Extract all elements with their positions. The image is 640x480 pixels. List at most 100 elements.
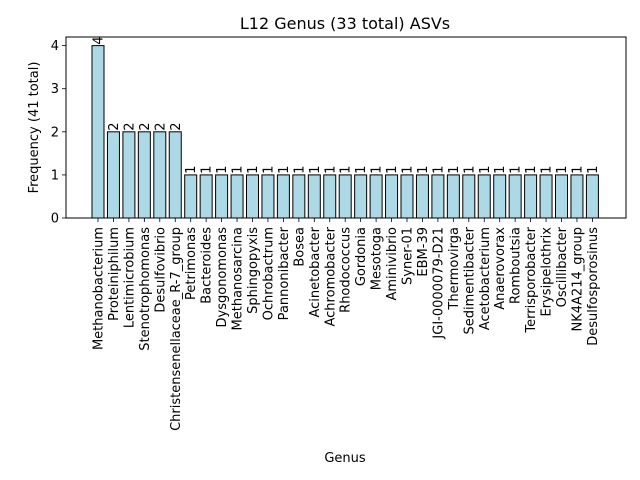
data-label-9: 1 [231,166,246,174]
chart-title: L12 Genus (33 total) ASVs [240,14,450,33]
x-tick-label-19: Aminivibrio [385,227,400,301]
data-label-18: 1 [370,166,385,174]
data-label-20: 1 [401,166,416,174]
bar-19 [385,174,399,219]
x-tick-label-10: Sphingopyxis [246,227,261,314]
data-label-27: 1 [509,166,524,174]
bar-18 [369,174,383,219]
bar-0 [91,45,105,219]
x-tick-label-14: Acinetobacter [308,226,323,317]
data-label-29: 1 [540,166,555,174]
data-label-24: 1 [462,166,477,174]
bar-30 [555,174,568,219]
data-label-28: 1 [524,166,539,174]
x-tick-label-5: Christensenellaceae_R-7_group [169,227,184,431]
data-label-11: 1 [261,166,276,174]
x-tick-label-30: Oscillibacter [555,226,570,307]
x-axis-label: Genus [324,451,366,466]
data-label-23: 1 [447,166,462,174]
bar-23 [446,174,460,219]
x-tick-label-28: Terrisporobacter [524,226,539,333]
x-tick-label-0: Methanobacterium [92,227,107,350]
bar-22 [431,174,445,219]
x-tick-label-4: Desulfovibrio [153,227,168,313]
data-label-31: 1 [570,166,585,174]
bar-24 [462,174,476,219]
x-tick-label-27: Romboutsia [509,227,524,304]
bar-21 [415,174,429,219]
x-tick-label-7: Bacteroides [200,227,215,304]
data-label-7: 1 [200,166,215,174]
bar-3 [137,131,151,219]
data-label-14: 1 [308,166,323,174]
y-tick-label-1: 1 [51,168,59,183]
data-label-15: 1 [323,166,338,174]
data-label-0: 4 [92,36,107,44]
bar-7 [199,174,213,219]
x-tick-label-24: Sedimentibacter [462,226,477,334]
y-axis-label: Frequency (41 total) [27,62,42,194]
bar-20 [400,174,414,219]
bar-4 [153,131,167,219]
data-label-6: 1 [184,166,199,174]
x-tick-label-26: Anaerovorax [493,227,508,310]
bar-5 [168,131,182,219]
bar-17 [354,174,368,219]
data-label-1: 2 [107,123,122,131]
x-tick-label-31: NK4A214_group [570,227,585,331]
bar-16 [338,174,352,219]
bar-14 [307,174,321,219]
bar-32 [585,174,599,219]
data-label-13: 1 [292,166,307,174]
bar-27 [508,174,522,219]
x-tick-label-9: Methanosarcina [231,227,246,330]
y-tick-label-2: 2 [51,125,59,140]
data-label-4: 2 [153,123,168,131]
x-tick-label-32: Desulfosporosinus [586,227,601,346]
y-axis: 0 1 2 3 4 [51,39,66,227]
y-tick-label-0: 0 [51,212,59,227]
data-label-32: 1 [586,166,601,174]
x-tick-label-13: Bosea [292,227,307,267]
bar-10 [246,174,259,219]
bar-1 [106,131,120,219]
y-tick-label-4: 4 [51,39,59,54]
x-tick-label-15: Achromobacter [323,226,338,326]
data-label-12: 1 [277,166,292,174]
bar-6 [184,174,198,219]
data-label-10: 1 [246,166,261,174]
x-tick-label-18: Mesotoga [370,227,385,290]
x-tick-label-17: Gordonia [354,227,369,286]
data-label-8: 1 [215,166,230,174]
bar-9 [230,174,244,219]
bar-2 [122,131,136,219]
bar-8 [215,174,229,219]
bar-15 [323,174,337,219]
x-tick-label-25: Acetobacterium [478,227,493,330]
x-tick-label-20: Syner-01 [401,227,416,285]
x-tick-label-21: EBM-39 [416,227,431,277]
bar-11 [261,174,275,219]
x-tick-label-6: Petrimonas [184,227,199,300]
x-tick-label-22: JGI-0000079-D21 [431,227,446,340]
data-label-2: 2 [122,123,137,131]
bar-12 [276,174,290,219]
bar-31 [570,174,584,219]
y-tick-label-3: 3 [51,82,59,97]
data-label-30: 1 [555,166,570,174]
x-axis: Methanobacterium Proteiniphilum Lentimicro… [92,218,601,431]
x-tick-label-1: Proteiniphilum [107,227,122,321]
bar-25 [477,174,491,219]
data-label-17: 1 [354,166,369,174]
data-label-25: 1 [478,166,493,174]
bar-26 [493,174,507,219]
plot-frame [65,36,627,219]
data-labels-group: 42 2 2 2 21 1 1 1 1 1 1 1 1 1 1 1 1 1 1 1 1 1 1 1 1 1 1 1 1 1 1 [92,36,601,174]
bars-group [91,45,599,219]
data-label-19: 1 [385,166,400,174]
bar-29 [539,174,553,219]
data-label-26: 1 [493,166,508,174]
data-label-22: 1 [431,166,446,174]
x-tick-label-8: Dysgonomonas [215,227,230,328]
